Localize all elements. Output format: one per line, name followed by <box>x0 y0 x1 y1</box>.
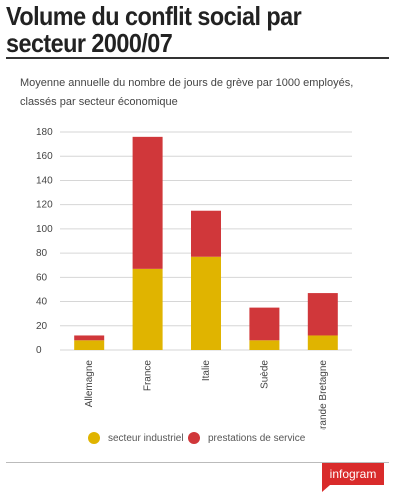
bar-services-2[interactable] <box>191 210 221 257</box>
bar-industrial-1[interactable] <box>132 268 163 350</box>
x-tick-label: France <box>143 360 154 392</box>
x-tick-label: Grande Bretagne <box>318 360 329 430</box>
bar-industrial-4[interactable] <box>307 335 338 350</box>
y-tick-label: 140 <box>36 175 53 186</box>
title-divider <box>6 57 389 59</box>
bar-industrial-2[interactable] <box>191 256 221 350</box>
legend-swatch-services <box>188 432 200 444</box>
legend-label-industrial: secteur industriel <box>108 432 184 444</box>
bar-industrial-3[interactable] <box>249 340 280 350</box>
infogram-logo[interactable]: infogram <box>322 463 384 485</box>
bar-chart: 0 20 40 60 80 100 120 140 160 180 Allemagne France I… <box>36 127 352 430</box>
chart-subtitle: Moyenne annuelle du nombre de jours de g… <box>20 77 354 108</box>
bar-services-0[interactable] <box>74 335 105 341</box>
y-tick-label: 80 <box>36 248 48 259</box>
bar-industrial-0[interactable] <box>74 340 105 350</box>
logo-tail-shape <box>322 485 330 492</box>
x-tick-label: Allemagne <box>84 360 95 408</box>
y-tick-label: 120 <box>36 200 53 211</box>
bar-services-1[interactable] <box>132 136 163 269</box>
legend-label-services: prestations de service <box>208 432 306 444</box>
y-tick-label: 160 <box>36 151 53 162</box>
y-tick-label: 60 <box>36 272 48 283</box>
footer-divider <box>6 462 389 463</box>
chart-title: Volume du conflit social par secteur 200… <box>6 1 302 58</box>
chart-legend: secteur industriel prestations de servic… <box>0 432 400 448</box>
legend-item-services[interactable]: prestations de service <box>188 432 305 444</box>
x-tick-label: Italie <box>201 360 212 382</box>
legend-item-industrial[interactable]: secteur industriel <box>88 432 184 444</box>
bar-services-3[interactable] <box>249 307 280 341</box>
legend-swatch-industrial <box>88 432 100 444</box>
y-tick-label: 0 <box>36 345 42 356</box>
x-tick-label: Suède <box>259 360 270 389</box>
bar-services-4[interactable] <box>307 293 338 336</box>
y-tick-label: 40 <box>36 297 48 308</box>
y-tick-label: 20 <box>36 321 48 332</box>
y-tick-label: 180 <box>36 127 53 138</box>
y-tick-label: 100 <box>36 224 53 235</box>
